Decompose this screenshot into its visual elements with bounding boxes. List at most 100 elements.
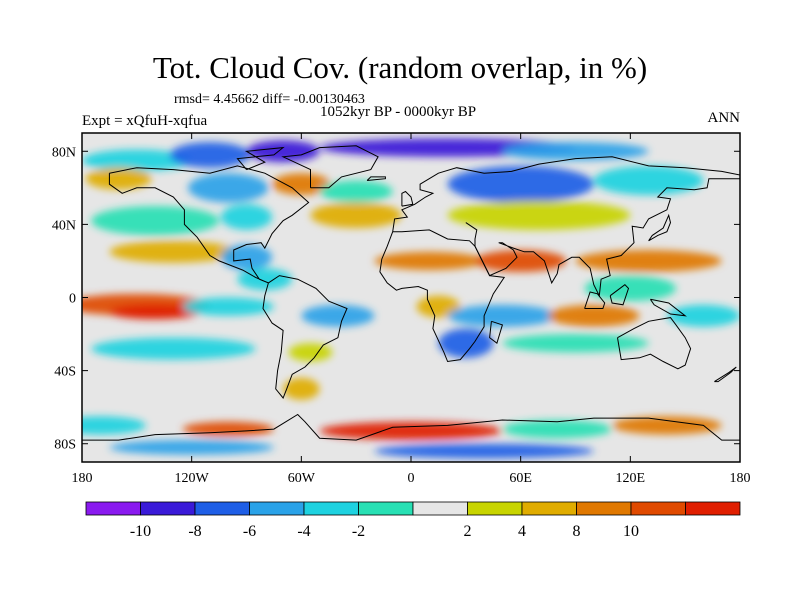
coastline: [584, 291, 606, 309]
colorbar-swatch: [194, 501, 250, 516]
coastline: [82, 413, 740, 441]
colorbar-swatch: [303, 501, 359, 516]
colorbar-swatch: [521, 501, 577, 516]
colorbar-swatch: [140, 501, 196, 516]
anomaly-blob: [288, 343, 333, 362]
colorbar-swatch: [576, 501, 632, 516]
anomaly-blob: [220, 204, 273, 230]
colorbar-label: -2: [352, 523, 365, 540]
time-period-label: 1052kyr BP - 0000kyr BP: [320, 104, 477, 120]
coastline: [392, 156, 740, 232]
y-axis-ticks: 80N 40N 0 40S 80S: [52, 145, 740, 453]
anomaly-blob: [109, 440, 274, 455]
coastline: [236, 146, 285, 171]
x-tick-label: 60E: [509, 471, 532, 486]
anomaly-blob: [447, 200, 631, 230]
colorbar-swatch: [467, 501, 523, 516]
anomaly-blob: [666, 304, 740, 327]
anomaly-blob: [182, 297, 274, 316]
anomaly-blob: [246, 140, 320, 163]
anomaly-blob: [612, 416, 722, 435]
anomaly-blob: [91, 206, 220, 236]
anomaly-blob: [82, 416, 146, 435]
x-tick-label: 60W: [288, 471, 316, 486]
coastline: [648, 213, 672, 242]
colorbar-swatch: [249, 501, 305, 516]
coastline-layer: [82, 145, 740, 441]
anomaly-blob: [272, 173, 331, 196]
x-tick-label: 0: [408, 471, 415, 486]
coastline: [281, 145, 379, 189]
anomaly-blob: [188, 173, 269, 203]
map-title: Tot. Cloud Cov. (random overlap, in %): [152, 50, 648, 85]
anomaly-blob: [85, 167, 152, 190]
colorbar-label: -6: [243, 523, 256, 540]
anomaly-blob: [109, 304, 201, 320]
anomaly-blob: [283, 377, 320, 400]
y-tick-label: 40S: [54, 365, 76, 380]
x-tick-label: 180: [72, 471, 93, 486]
x-tick-label: 180: [730, 471, 751, 486]
rmsd-diff-stats: rmsd= 4.45662 diff= -0.00130463: [174, 92, 365, 107]
anomaly-blob: [593, 165, 704, 196]
coastline: [714, 366, 737, 383]
colorbar-label: -8: [188, 523, 201, 540]
anomaly-blob: [374, 443, 594, 459]
coastline: [366, 176, 386, 181]
anomaly-blob: [109, 240, 238, 263]
y-tick-label: 80S: [54, 438, 76, 453]
colorbar-swatch: [412, 501, 468, 516]
anomaly-blob: [447, 165, 594, 203]
anomaly-blob: [82, 149, 192, 172]
y-tick-label: 0: [69, 292, 76, 307]
coastline: [617, 317, 692, 370]
anomaly-blob: [310, 202, 402, 229]
anomaly-blob: [169, 142, 251, 168]
anomaly-blob: [237, 268, 293, 291]
anomaly-blob: [575, 249, 722, 272]
colorbar-swatch: [685, 501, 741, 516]
coastline: [609, 284, 630, 306]
anomaly-blob: [182, 421, 274, 437]
anomaly-blob: [301, 304, 375, 327]
colorbar-label: -4: [297, 523, 310, 540]
colorbar-swatch: [85, 501, 141, 516]
anomaly-blob: [319, 180, 393, 203]
x-axis-ticks: 180 120W 60W 0 60E 120E 180: [72, 133, 751, 486]
colorbar-label: 4: [518, 523, 526, 540]
colorbar-swatch: [630, 501, 686, 516]
anomaly-blob: [319, 421, 503, 441]
anomaly-blob: [416, 295, 461, 318]
coastline: [489, 320, 504, 345]
season-label: ANN: [707, 110, 741, 126]
x-tick-label: 120E: [616, 471, 646, 486]
anomaly-blob: [502, 142, 649, 161]
coastline: [108, 165, 310, 284]
anomaly-field-layer: [82, 138, 740, 459]
colorbar-label: -10: [130, 523, 151, 540]
anomaly-blob: [584, 275, 677, 302]
anomaly-blob: [447, 304, 558, 327]
colorbar-label: 2: [464, 523, 472, 540]
y-tick-label: 80N: [52, 145, 76, 160]
colorbar: -10 -8 -6 -4 -2 2 4 8 10: [85, 501, 741, 540]
experiment-label: Expt = xQfuH-xqfua: [82, 113, 208, 129]
x-tick-label: 120W: [175, 471, 210, 486]
coastline: [379, 229, 506, 363]
coastline: [465, 178, 740, 298]
anomaly-blob: [374, 251, 485, 271]
colorbar-label: 8: [573, 523, 581, 540]
anomaly-blob: [502, 419, 613, 439]
anomaly-blob: [548, 304, 640, 327]
anomaly-blob: [502, 334, 649, 353]
coastline: [401, 190, 414, 207]
anomaly-blob: [91, 337, 256, 360]
anomaly-blob: [438, 328, 494, 358]
coastline: [649, 298, 687, 317]
coastline: [262, 275, 348, 399]
y-tick-label: 40N: [52, 218, 76, 233]
colorbar-label: 10: [623, 523, 639, 540]
colorbar-swatch: [358, 501, 414, 516]
anomaly-blob: [474, 249, 567, 272]
